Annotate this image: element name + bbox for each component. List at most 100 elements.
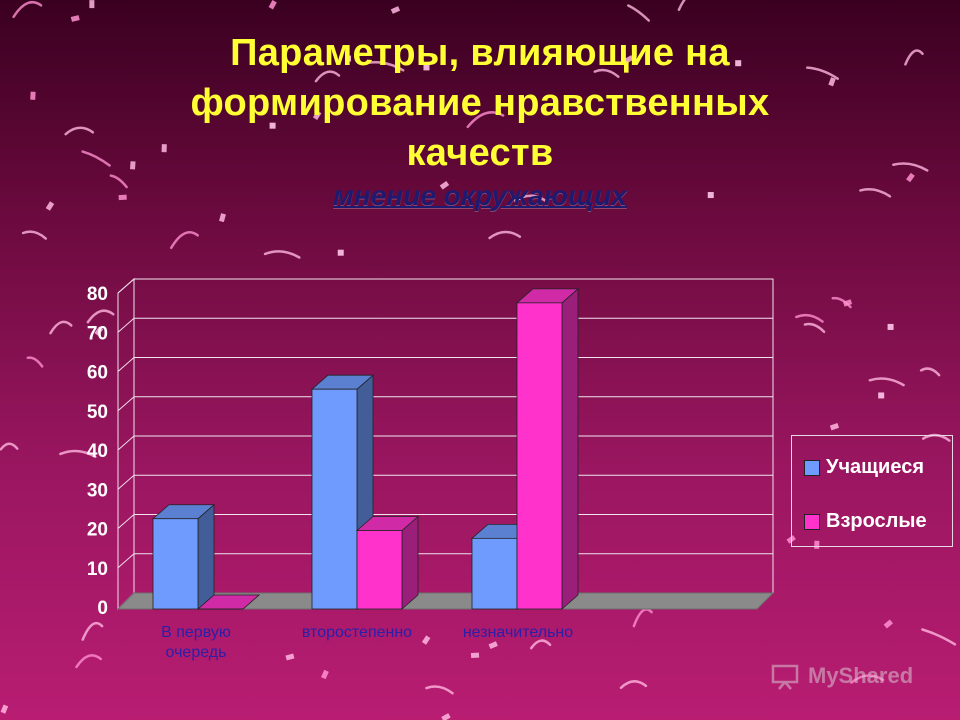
confetti-streamer [619,680,648,689]
confetti-streamer [75,654,103,669]
y-tick-label: 50 [87,402,108,423]
confetti-streamer [868,377,905,387]
confetti-streamer [803,322,826,334]
confetti-streamer [21,230,48,240]
confetti-square [337,249,344,256]
confetti-streamer [86,309,115,324]
confetti-piece [94,326,104,336]
confetti-piece [30,91,36,100]
watermark: MyShared [770,658,940,694]
confetti-piece [45,201,55,211]
confetti-piece [828,77,836,87]
confetti-streamer [904,49,924,66]
x-tick-label: второстепенно [302,624,412,641]
y-tick-label: 40 [87,441,108,462]
legend-item-adults: Взрослые [804,510,927,533]
bar-front [311,388,358,610]
y-tick-label: 70 [87,323,108,344]
x-tick-label: В первую [161,624,231,641]
bar-side [401,515,419,610]
confetti-piece [829,422,840,431]
confetti-streamer [109,174,128,189]
legend-label-students: Учащиеся [826,456,924,478]
confetti-square [878,392,885,399]
confetti-streamer [425,685,454,695]
confetti-piece [906,172,915,183]
presentation-icon [771,664,799,690]
confetti-piece [268,0,277,10]
confetti-streamer [64,126,95,136]
legend-swatch-adults [804,513,820,530]
gridline-side [117,317,135,333]
chart-side-wall [117,277,135,611]
confetti-square [707,192,714,199]
confetti-streamer [0,442,19,451]
bar-front [471,537,518,610]
confetti-streamer [850,674,885,684]
confetti-streamer [488,230,522,240]
legend-item-students: Учащиеся [804,456,924,479]
confetti-piece [312,110,322,121]
confetti-square [345,55,352,62]
slide-title-line-1: Параметры, влияющие на [230,32,730,74]
confetti-streamer [49,320,73,335]
confetti-piece [161,144,167,153]
confetti-streamer [831,296,852,309]
gridline-side [117,278,135,294]
confetti-streamer [59,449,97,459]
confetti-square [423,64,430,71]
confetti-streamer [169,231,200,250]
legend-swatch-students [804,459,820,476]
confetti-streamer [514,194,547,203]
confetti-streamer [529,639,552,650]
confetti-piece [70,15,80,22]
confetti-piece [421,635,431,645]
bar-side [561,287,579,610]
confetti-piece [321,669,329,680]
gridline-side [117,553,135,569]
confetti-streamer [919,367,941,377]
confetti-streamer [677,0,686,11]
confetti-streamer [921,628,957,646]
confetti-piece [439,180,450,190]
y-tick-label: 20 [87,520,108,541]
confetti-square [269,122,276,129]
chart-legend: Учащиеся Взрослые [791,435,953,547]
confetti-piece [285,653,295,661]
gridline-side [117,396,135,412]
confetti-streamer [81,150,111,167]
gridline-side [117,435,135,451]
confetti-square [887,323,894,330]
bar-front [516,302,563,610]
confetti-piece [219,213,226,223]
x-tick-label: очередь [166,644,227,661]
gridline-side [117,357,135,372]
confetti-piece [130,161,136,170]
x-tick-label: незначительно [463,624,573,641]
y-tick-label: 80 [87,284,108,305]
confetti-streamer [806,66,840,80]
gridline-side [117,474,135,490]
slide-subtitle: мнение окружающих [333,180,627,211]
confetti-streamer [593,68,620,78]
gridline-side [117,514,135,529]
confetti-streamer [859,188,892,198]
confetti-streamer [626,4,650,22]
confetti-piece [441,713,451,720]
confetti-streamer [632,608,653,628]
slide-title-line-2: формирование нравственных [190,82,770,124]
watermark-label: MyShared [808,663,914,688]
y-tick-label: 30 [87,480,108,501]
confetti-streamer [795,313,824,323]
y-tick-label: 0 [97,598,108,619]
confetti-streamer [466,111,505,129]
bar-front [356,530,403,610]
bar-front [152,518,199,610]
confetti-piece [390,6,401,14]
confetti-streamer [314,70,341,83]
confetti-piece [488,641,498,650]
bar-side [197,503,215,610]
confetti-piece [470,652,480,659]
